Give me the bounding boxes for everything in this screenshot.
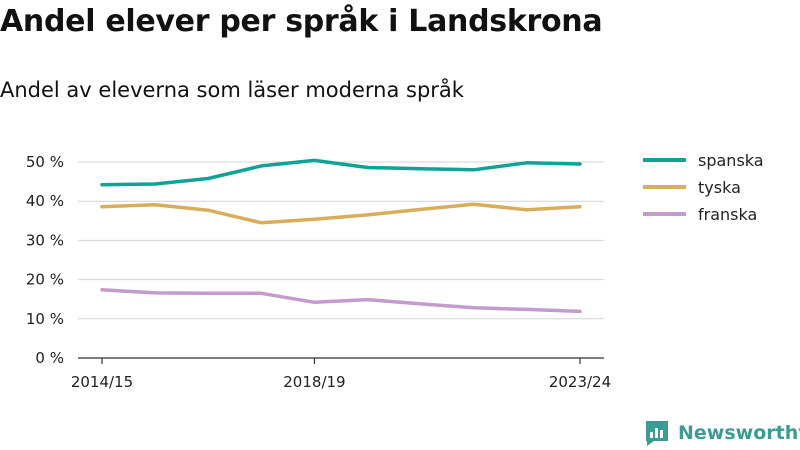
y-tick-label: 0 % bbox=[35, 349, 64, 367]
grid-lines bbox=[78, 161, 604, 320]
legend-label-spanska: spanska bbox=[698, 151, 764, 170]
y-tick-label: 30 % bbox=[26, 231, 64, 249]
x-tick-label: 2018/19 bbox=[283, 373, 345, 391]
y-tick-label: 20 % bbox=[26, 271, 64, 289]
y-tick-label: 50 % bbox=[26, 153, 64, 171]
x-tick-label: 2014/15 bbox=[71, 373, 133, 391]
series-line-franska bbox=[100, 288, 582, 314]
series-line-tyska bbox=[100, 202, 582, 225]
series-line-spanska bbox=[100, 158, 582, 187]
chart-subtitle: Andel av eleverna som läser moderna språ… bbox=[0, 78, 464, 102]
chart-title: Andel elever per språk i Landskrona bbox=[0, 4, 603, 39]
x-axis: 2014/15 2018/19 2023/24 bbox=[71, 357, 611, 391]
y-axis-ticks: 0 % 10 % 20 % 30 % 40 % 50 % bbox=[26, 153, 64, 367]
series-lines bbox=[100, 158, 582, 314]
x-tick-label: 2023/24 bbox=[549, 373, 611, 391]
legend: spanska tyska franska bbox=[643, 151, 764, 224]
legend-label-tyska: tyska bbox=[698, 178, 741, 197]
brand-name: Newsworthy bbox=[678, 422, 800, 444]
newsworthy-logo: Newsworthy bbox=[644, 419, 800, 447]
y-tick-label: 40 % bbox=[26, 192, 64, 210]
bar-chart-icon bbox=[646, 421, 668, 446]
y-tick-label: 10 % bbox=[26, 310, 64, 328]
legend-label-franska: franska bbox=[698, 205, 757, 224]
